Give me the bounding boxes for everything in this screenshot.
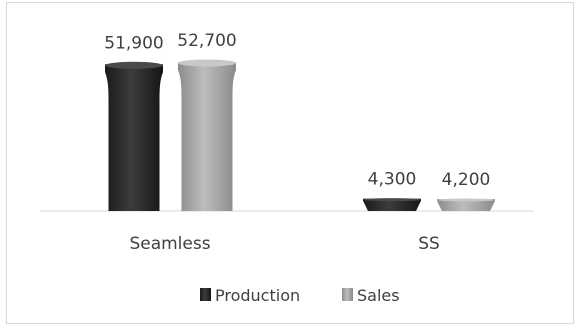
legend-item-sales: Sales <box>342 286 400 305</box>
legend-item-production: Production <box>200 286 300 305</box>
category-label-seamless: Seamless <box>129 234 210 254</box>
legend: Production Sales <box>200 286 400 305</box>
legend-label-sales: Sales <box>357 286 400 305</box>
legend-swatch-production <box>200 288 211 301</box>
bar-sales-seamless <box>178 59 236 211</box>
bar-production-ss <box>363 198 421 211</box>
data-label-production-ss: 4,300 <box>368 170 417 190</box>
data-label-sales-seamless: 52,700 <box>177 31 236 51</box>
category-label-ss: SS <box>418 234 440 254</box>
legend-swatch-sales <box>342 288 353 301</box>
data-label-production-seamless: 51,900 <box>104 33 163 53</box>
legend-label-production: Production <box>215 286 300 305</box>
chart-frame <box>6 2 574 324</box>
bar-sales-ss <box>437 198 495 211</box>
bar-production-seamless <box>105 61 163 211</box>
data-label-sales-ss: 4,200 <box>442 170 491 190</box>
